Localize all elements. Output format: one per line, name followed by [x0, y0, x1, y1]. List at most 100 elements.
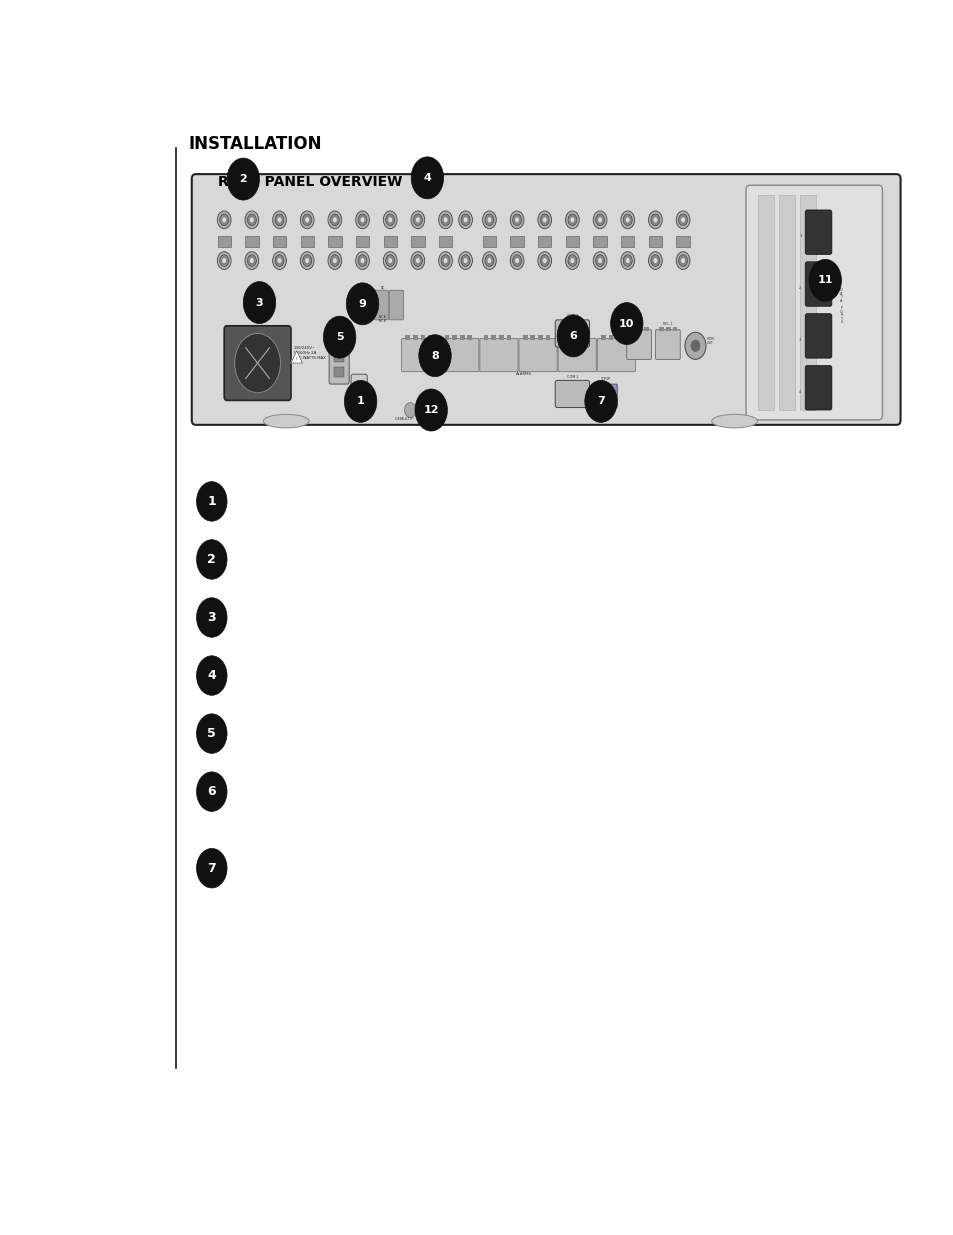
Circle shape [676, 252, 689, 269]
Text: 130/240V~
50/60Hz 2A
300 WATTS MAX: 130/240V~ 50/60Hz 2A 300 WATTS MAX [294, 346, 325, 359]
Bar [565, 236, 578, 247]
Circle shape [562, 335, 564, 337]
Bar [428, 335, 433, 340]
Circle shape [593, 252, 606, 269]
FancyBboxPatch shape [224, 326, 291, 400]
Text: 1: 1 [799, 235, 801, 238]
Text: 5: 5 [335, 332, 343, 342]
Circle shape [388, 217, 392, 222]
Circle shape [595, 214, 604, 226]
Circle shape [217, 211, 231, 228]
Circle shape [305, 217, 309, 222]
Circle shape [537, 211, 551, 228]
Circle shape [404, 403, 416, 417]
Circle shape [458, 211, 472, 228]
Bar [601, 390, 603, 403]
Bar [355, 390, 363, 398]
Circle shape [487, 217, 491, 222]
Bar [609, 390, 611, 403]
Bar [561, 335, 566, 340]
Circle shape [463, 217, 467, 222]
Circle shape [557, 315, 589, 357]
Bar [545, 335, 550, 340]
Circle shape [413, 214, 422, 226]
Circle shape [578, 327, 580, 330]
Circle shape [250, 258, 253, 263]
Circle shape [620, 211, 634, 228]
Circle shape [443, 258, 447, 263]
Circle shape [542, 258, 546, 263]
Circle shape [438, 252, 452, 269]
Bar [623, 335, 628, 340]
Circle shape [247, 254, 256, 267]
Circle shape [512, 254, 521, 267]
Circle shape [482, 211, 496, 228]
Circle shape [625, 258, 629, 263]
Text: 2: 2 [207, 553, 216, 566]
Circle shape [564, 327, 566, 330]
Circle shape [653, 217, 657, 222]
Circle shape [458, 252, 472, 269]
Circle shape [330, 214, 339, 226]
FancyBboxPatch shape [804, 314, 831, 358]
Bar [355, 236, 369, 247]
Bar [569, 335, 574, 340]
Circle shape [622, 214, 632, 226]
Circle shape [653, 258, 657, 263]
FancyBboxPatch shape [597, 338, 635, 372]
Bar [328, 236, 341, 247]
FancyBboxPatch shape [192, 174, 900, 425]
Text: TCP/IP: TCP/IP [600, 378, 610, 382]
Circle shape [578, 388, 580, 390]
Circle shape [570, 217, 574, 222]
Bar [510, 236, 523, 247]
Circle shape [418, 335, 451, 377]
Bar [420, 335, 425, 340]
Circle shape [360, 258, 364, 263]
Circle shape [648, 211, 661, 228]
Bar [217, 236, 231, 247]
FancyBboxPatch shape [558, 338, 596, 372]
Circle shape [355, 211, 369, 228]
Circle shape [680, 258, 684, 263]
Circle shape [650, 214, 659, 226]
Circle shape [411, 211, 424, 228]
Circle shape [219, 214, 229, 226]
Text: 2: 2 [239, 174, 247, 184]
Text: 11: 11 [817, 275, 832, 285]
Circle shape [302, 254, 312, 267]
Text: 4: 4 [207, 669, 216, 682]
Circle shape [515, 217, 518, 222]
Bar [637, 327, 641, 331]
Circle shape [247, 214, 256, 226]
Bar [506, 335, 511, 340]
Bar [530, 335, 535, 340]
Circle shape [484, 254, 494, 267]
Circle shape [360, 217, 364, 222]
Text: 3: 3 [255, 298, 263, 308]
Text: DEFAULT IP: DEFAULT IP [395, 417, 414, 421]
FancyBboxPatch shape [655, 330, 679, 359]
Circle shape [567, 335, 569, 337]
Bar [659, 327, 663, 331]
Circle shape [440, 254, 450, 267]
Circle shape [355, 252, 369, 269]
Circle shape [510, 252, 523, 269]
Text: 1: 1 [207, 495, 216, 508]
FancyBboxPatch shape [518, 338, 557, 372]
Text: OFF: OFF [356, 403, 361, 406]
Circle shape [333, 217, 336, 222]
Bar [459, 335, 464, 340]
Circle shape [512, 214, 521, 226]
Circle shape [440, 214, 450, 226]
Bar [482, 236, 496, 247]
Bar [438, 236, 452, 247]
Bar [593, 236, 606, 247]
Bar [779, 195, 794, 410]
Circle shape [217, 252, 231, 269]
Text: NC B
NC B: NC B NC B [379, 315, 385, 324]
Circle shape [565, 252, 578, 269]
Text: MON
OUT: MON OUT [706, 337, 714, 345]
Bar [537, 236, 551, 247]
Circle shape [574, 327, 576, 330]
